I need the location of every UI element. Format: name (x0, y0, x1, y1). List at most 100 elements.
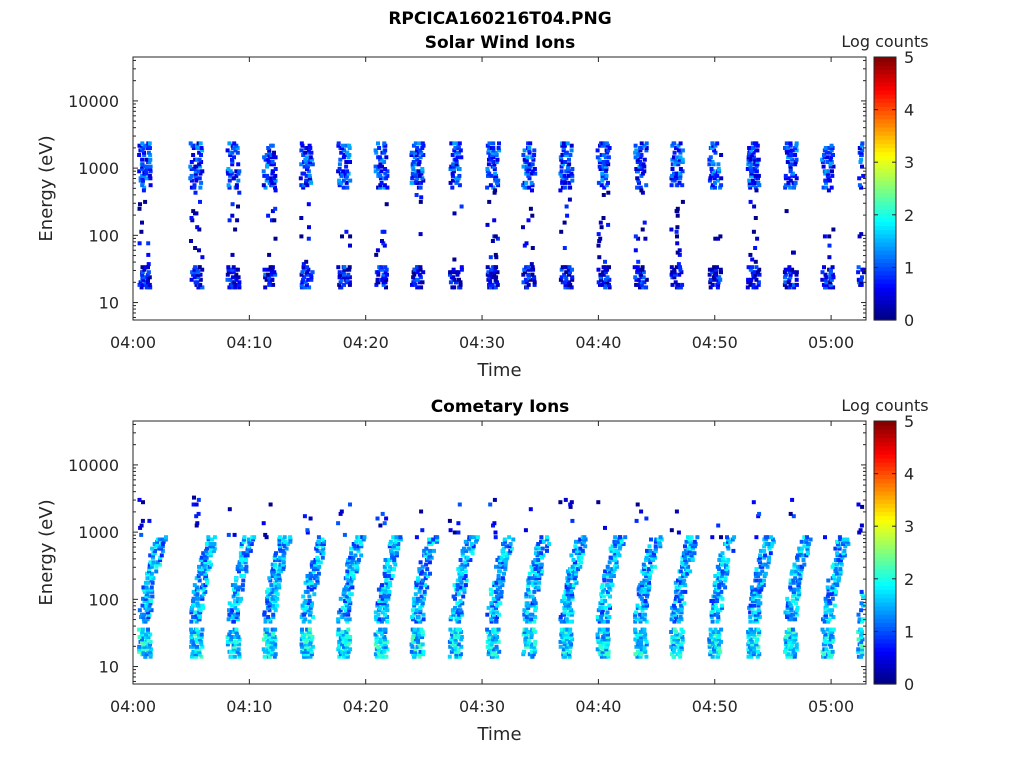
data-cell (710, 603, 715, 608)
data-cell (792, 654, 797, 659)
data-cell (454, 150, 458, 155)
data-cell (500, 576, 505, 581)
data-cell (608, 594, 612, 599)
data-cell (490, 603, 495, 608)
data-cell (754, 567, 759, 572)
data-cell (395, 544, 400, 549)
data-cell (562, 612, 566, 617)
data-cell (521, 164, 526, 169)
data-cell (307, 599, 312, 603)
colorbar-segment (874, 626, 896, 632)
data-cell (345, 173, 350, 178)
data-cell (281, 548, 285, 553)
data-cell (595, 647, 600, 652)
data-cell (304, 173, 309, 178)
data-cell (308, 612, 312, 617)
colorbar-segment (874, 568, 896, 574)
data-cell (225, 642, 230, 647)
data-cell (563, 282, 568, 287)
data-cell (753, 246, 758, 250)
data-cell (494, 275, 499, 280)
data-cell (453, 632, 458, 637)
data-cell (562, 605, 567, 610)
data-cell (648, 558, 653, 562)
data-cell (196, 169, 201, 174)
data-cell (528, 141, 533, 146)
data-cell (492, 497, 497, 502)
data-cell (565, 167, 570, 171)
colorbar-tick-label: 2 (904, 570, 914, 589)
data-cell (348, 601, 353, 606)
data-cell (337, 639, 342, 644)
data-cell (266, 213, 271, 218)
data-cell (143, 654, 148, 659)
data-cell (746, 265, 751, 270)
data-cell (718, 608, 723, 613)
colorbar-segment (874, 486, 896, 492)
data-cell (413, 282, 418, 287)
data-cell (799, 539, 804, 544)
data-cell (828, 267, 833, 272)
data-cell (636, 592, 641, 597)
data-cell (753, 599, 758, 603)
data-cell (676, 585, 681, 590)
data-cell (503, 567, 508, 572)
data-cell (149, 564, 154, 569)
data-cell (565, 619, 570, 624)
data-cell (229, 610, 234, 615)
data-cell (522, 608, 527, 613)
data-cell (541, 539, 546, 544)
data-cell (381, 644, 386, 649)
data-cell (448, 167, 453, 171)
data-cell (761, 583, 766, 588)
data-cell (267, 153, 272, 157)
data-cell (344, 164, 349, 169)
data-cell (192, 630, 197, 634)
data-cell (792, 562, 797, 567)
data-cell (828, 272, 833, 277)
data-cell (383, 265, 388, 270)
data-cell (304, 160, 309, 164)
data-cell (267, 617, 272, 622)
data-cell (235, 267, 240, 272)
data-cell (458, 576, 462, 581)
data-cell (564, 277, 569, 282)
data-cell (597, 164, 602, 169)
data-cell (242, 537, 247, 542)
data-cell (146, 252, 151, 257)
data-cell (487, 647, 492, 652)
data-cell (274, 551, 278, 556)
data-cell (448, 627, 453, 632)
data-cell (603, 265, 608, 270)
data-cell (606, 222, 611, 227)
data-cell (376, 171, 381, 176)
data-cell (794, 644, 799, 649)
data-cell (197, 635, 202, 639)
data-cell (266, 649, 271, 654)
data-cell (321, 542, 326, 546)
data-cell (227, 178, 232, 183)
data-cell (788, 585, 793, 590)
data-cell (754, 535, 759, 540)
data-cell (342, 532, 347, 537)
data-cell (826, 176, 831, 181)
data-cell (495, 603, 500, 608)
data-cell (566, 285, 571, 290)
data-cell (458, 627, 462, 632)
data-cell (417, 173, 422, 178)
data-cell (459, 630, 464, 634)
data-cell (789, 162, 794, 167)
data-cell (157, 544, 162, 549)
data-cell (785, 160, 790, 164)
data-cell (640, 171, 645, 176)
data-cell (192, 267, 197, 272)
data-cell (644, 285, 649, 290)
data-cell (860, 652, 865, 657)
data-cell (306, 277, 311, 282)
data-cell (382, 649, 387, 654)
data-cell (451, 178, 455, 183)
data-cell (608, 569, 613, 574)
data-cell (835, 583, 840, 588)
data-cell (638, 649, 643, 654)
data-cell (713, 574, 718, 578)
